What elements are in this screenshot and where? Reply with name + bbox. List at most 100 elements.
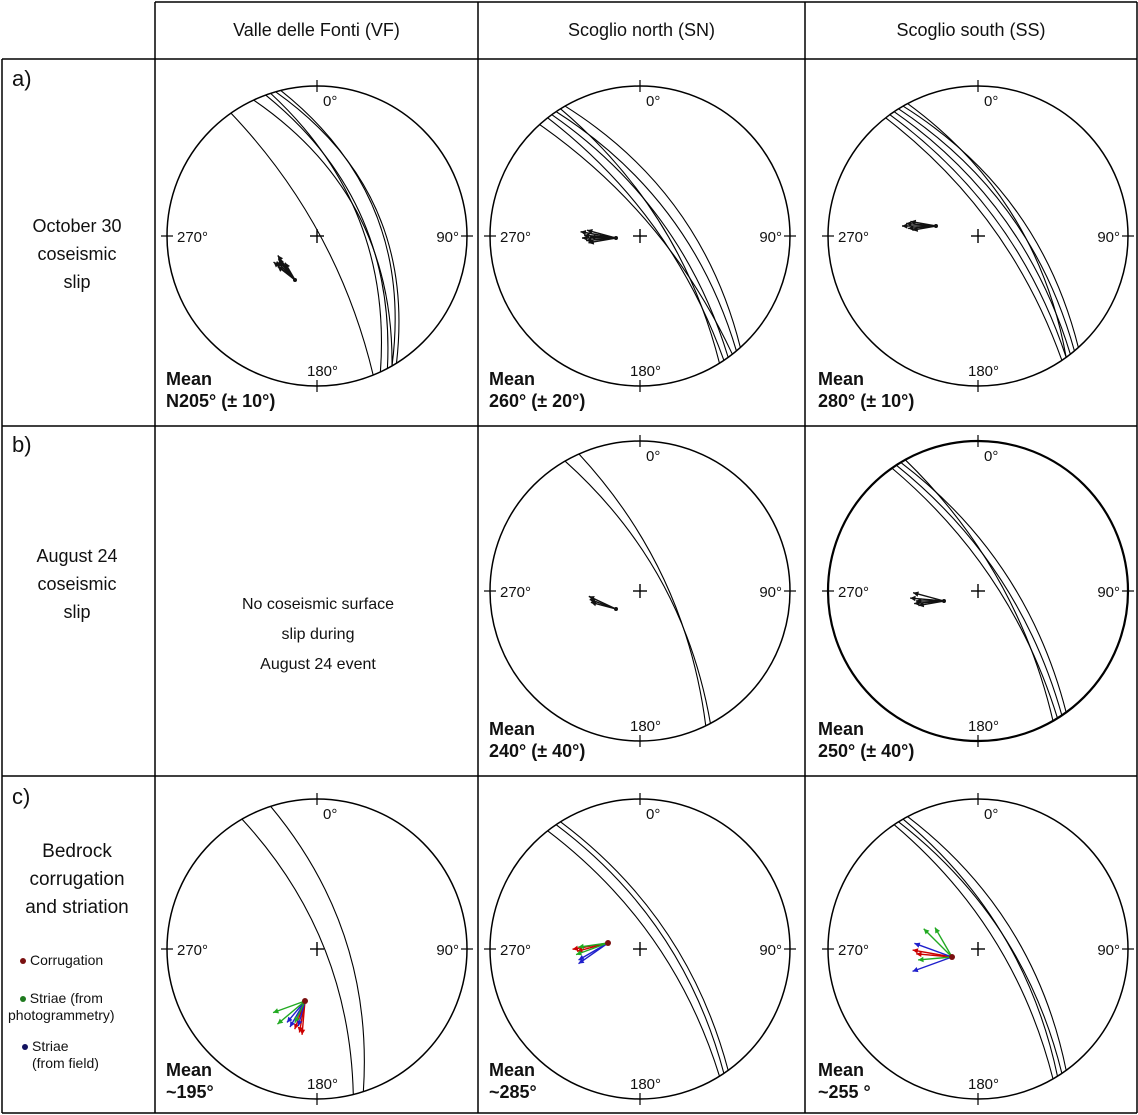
stereonet-b-sn: 0° 90° 180° 270° xyxy=(484,435,796,747)
label-west: 270° xyxy=(500,584,531,601)
slip-origin xyxy=(934,224,938,228)
label-west: 270° xyxy=(838,942,869,959)
column-header-vf: Valle delle Fonti (VF) xyxy=(233,20,400,40)
great-circle xyxy=(893,824,1054,1080)
slip-arrow xyxy=(575,942,609,956)
great-circle xyxy=(564,460,711,724)
great-circle xyxy=(265,94,389,369)
label-west: 270° xyxy=(177,229,208,246)
slip-arrow xyxy=(934,927,953,958)
great-circle xyxy=(547,117,725,361)
stereonet-a-sn: 0° 90° 180° 270° xyxy=(484,80,796,392)
label-north: 0° xyxy=(984,448,998,465)
great-circle xyxy=(564,105,741,348)
slip-origin xyxy=(614,236,618,240)
slip-arrow xyxy=(272,1000,306,1014)
label-east: 90° xyxy=(436,229,459,246)
slip-arrow xyxy=(916,951,953,958)
label-north: 0° xyxy=(323,93,337,110)
label-east: 90° xyxy=(436,942,459,959)
great-circle xyxy=(551,114,729,358)
label-west: 270° xyxy=(838,584,869,601)
stereonet-c-ss: 0° 90° 180° 270° xyxy=(822,793,1134,1105)
column-header-ss: Scoglio south (SS) xyxy=(896,20,1046,40)
label-south: 180° xyxy=(630,363,661,380)
great-circle xyxy=(270,805,365,1092)
label-north: 0° xyxy=(984,93,998,110)
mean-b-sn: Mean 240° (± 40°) xyxy=(489,719,586,761)
slip-origin xyxy=(949,954,955,960)
row-label-b: August 24 coseismic slip xyxy=(36,546,118,622)
great-circle xyxy=(270,92,382,372)
label-north: 0° xyxy=(984,806,998,823)
slip-arrow xyxy=(276,1000,306,1025)
column-header-sn: Scoglio north (SN) xyxy=(567,20,716,40)
great-circle xyxy=(560,108,721,364)
label-south: 180° xyxy=(968,1076,999,1093)
great-circle xyxy=(560,821,729,1071)
row-tag-c: c) xyxy=(12,784,31,809)
label-east: 90° xyxy=(759,584,782,601)
slip-arrow xyxy=(277,265,296,281)
slip-arrow xyxy=(923,928,953,958)
legend-corrugation: Corrugation xyxy=(20,952,103,969)
label-east: 90° xyxy=(759,942,782,959)
great-circle xyxy=(891,467,1059,719)
mean-c-ss: Mean ~255 ° xyxy=(818,1060,871,1102)
slip-arrow xyxy=(578,942,609,950)
great-circle xyxy=(902,105,1079,348)
slip-arrow xyxy=(588,237,617,245)
great-circle xyxy=(904,459,1054,722)
slip-arrow xyxy=(916,598,944,604)
label-south: 180° xyxy=(630,718,661,735)
label-east: 90° xyxy=(1097,229,1120,246)
corrugation-dot-icon xyxy=(20,958,26,965)
mean-a-ss: Mean 280° (± 10°) xyxy=(818,369,915,411)
no-data-note: No coseismic surface slip during August 24… xyxy=(241,596,395,673)
label-north: 0° xyxy=(323,806,337,823)
row-label-c: Bedrock corrugation and striation xyxy=(25,841,129,918)
slip-arrow xyxy=(299,1000,306,1035)
great-circle xyxy=(907,103,1067,358)
label-west: 270° xyxy=(500,942,531,959)
great-circle xyxy=(902,818,1059,1077)
slip-arrow xyxy=(918,956,953,963)
label-west: 270° xyxy=(177,942,208,959)
stereonet-a-ss: 0° 90° 180° 270° xyxy=(822,80,1134,392)
slip-arrow xyxy=(294,1000,306,1024)
slip-arrow xyxy=(590,601,617,610)
great-circle xyxy=(885,117,1063,361)
slip-origin xyxy=(293,278,297,282)
label-west: 270° xyxy=(500,229,531,246)
mean-c-vf: Mean ~195° xyxy=(166,1060,214,1102)
slip-arrow xyxy=(297,1000,306,1027)
slip-arrow xyxy=(589,234,617,241)
slip-origin xyxy=(614,607,618,611)
slip-arrow xyxy=(910,219,937,227)
great-circle xyxy=(898,108,1075,352)
slip-arrow xyxy=(578,942,609,965)
legend-striae-field: Striae (from field) xyxy=(22,1038,99,1072)
stereonet-c-vf: 0° 90° 180° 270° xyxy=(161,793,473,1105)
stereonet-b-ss: 0° 90° 180° 270° xyxy=(822,435,1134,747)
great-circle xyxy=(539,124,733,355)
mean-a-vf: Mean N205° (± 10°) xyxy=(166,369,276,411)
stereonet-a-vf: 0° 90° 180° 270° xyxy=(161,80,473,392)
striae-field-dot-icon xyxy=(22,1044,28,1051)
slip-arrow xyxy=(914,942,953,958)
label-east: 90° xyxy=(1097,584,1120,601)
label-west: 270° xyxy=(838,229,869,246)
great-circle xyxy=(241,818,354,1095)
great-circle xyxy=(547,830,721,1077)
stereonet-c-sn: 0° 90° 180° 270° xyxy=(484,793,796,1105)
slip-arrow xyxy=(902,223,936,229)
label-north: 0° xyxy=(646,448,660,465)
slip-arrow xyxy=(586,228,617,239)
label-south: 180° xyxy=(968,718,999,735)
legend-striae-photogrammetry: Striae (from photogrammetry) xyxy=(8,990,115,1023)
great-circle xyxy=(900,461,1067,713)
label-east: 90° xyxy=(1097,942,1120,959)
slip-arrow xyxy=(912,225,937,232)
label-south: 180° xyxy=(630,1076,661,1093)
